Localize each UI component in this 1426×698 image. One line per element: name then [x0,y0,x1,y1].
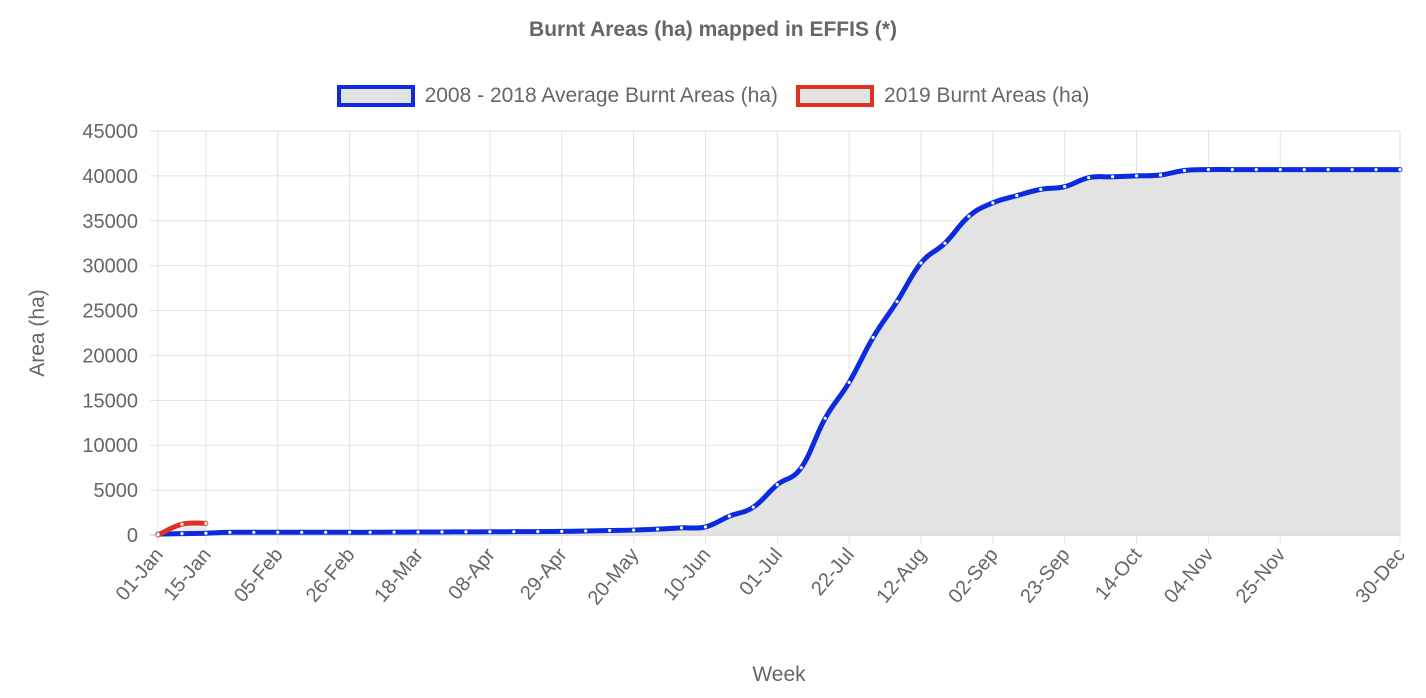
data-point[interactable] [488,530,492,534]
x-tick-label: 01-Jan [112,544,168,605]
data-point[interactable] [204,521,208,525]
data-point[interactable] [1326,168,1330,172]
data-point[interactable] [847,380,851,384]
data-point[interactable] [967,214,971,218]
x-tick-label: 05-Feb [230,544,288,607]
data-point[interactable] [679,526,684,530]
data-point[interactable] [368,530,372,534]
data-point[interactable] [276,530,280,534]
x-tick-label: 10-Jun [659,544,715,605]
data-point[interactable] [440,530,444,534]
data-point[interactable] [228,530,232,534]
data-point[interactable] [536,529,540,534]
x-tick-label: 18-Mar [370,544,428,607]
x-tick-label: 25-Nov [1232,544,1290,608]
x-axis-label: Week [752,663,806,686]
data-point[interactable] [1158,173,1163,177]
x-tick-label: 04-Nov [1160,544,1218,608]
data-point[interactable] [1134,174,1139,178]
data-point[interactable] [608,528,612,533]
data-point[interactable] [919,261,923,265]
data-point[interactable] [1254,168,1258,172]
chart-title: Burnt Areas (ha) mapped in EFFIS (*) [529,18,897,41]
data-point[interactable] [324,530,328,534]
y-tick-label: 35000 [82,211,138,233]
legend-swatch-2019 [795,85,874,107]
data-point[interactable] [416,530,420,534]
x-tick-label: 30-Dec [1352,544,1410,608]
data-point[interactable] [943,241,947,245]
y-axis-ticks: 0 5000 10000 15000 20000 25000 30000 35000 40000… [82,121,138,547]
data-point[interactable] [871,335,875,340]
series-areas [158,169,1400,535]
legend-item-average[interactable]: 2008 - 2018 Average Burnt Areas (ha) [336,84,778,108]
x-tick-label: 01-Jul [735,544,787,600]
data-point[interactable] [156,533,160,537]
x-tick-label: 20-May [584,544,644,609]
data-point[interactable] [180,532,184,536]
series-area-0 [158,169,1400,535]
data-point[interactable] [823,416,827,420]
data-point[interactable] [1278,168,1282,172]
y-tick-label: 45000 [82,121,138,143]
x-tick-label: 29-Apr [516,544,572,604]
legend-swatch-average [336,85,415,107]
data-point[interactable] [1039,187,1043,191]
data-point[interactable] [180,522,184,526]
legend-label-2019: 2019 Burnt Areas (ha) [883,84,1090,107]
data-point[interactable] [799,466,803,470]
data-point[interactable] [1374,168,1378,172]
data-point[interactable] [204,531,208,535]
data-point[interactable] [1398,168,1402,172]
data-point[interactable] [348,530,352,534]
x-tick-label: 15-Jan [160,544,216,605]
x-tick-label: 08-Apr [444,544,500,604]
data-point[interactable] [751,505,755,509]
data-point[interactable] [252,530,256,534]
data-point[interactable] [655,527,660,531]
data-point[interactable] [1206,168,1210,172]
legend-label-average: 2008 - 2018 Average Burnt Areas (ha) [424,84,778,107]
data-point[interactable] [703,525,708,529]
data-point[interactable] [560,529,564,534]
data-point[interactable] [775,483,779,487]
x-tick-label: 26-Feb [302,544,360,607]
y-tick-label: 5000 [94,480,139,502]
y-tick-label: 20000 [82,345,138,367]
y-tick-label: 0 [127,525,138,547]
data-point[interactable] [392,530,396,534]
x-tick-label: 14-Oct [1091,544,1147,604]
x-tick-label: 23-Sep [1016,544,1074,608]
data-point[interactable] [464,530,468,534]
data-point[interactable] [1110,175,1115,179]
x-tick-label: 12-Aug [873,544,931,608]
y-tick-label: 30000 [82,256,138,278]
data-point[interactable] [1063,185,1067,189]
data-point[interactable] [727,514,731,518]
data-point[interactable] [1182,168,1187,173]
y-tick-label: 15000 [82,390,138,412]
data-point[interactable] [512,530,516,534]
y-tick-label: 25000 [82,301,138,323]
data-point[interactable] [991,201,995,205]
y-tick-label: 40000 [82,166,138,188]
y-axis-label: Area (ha) [26,289,49,377]
x-tick-label: 02-Sep [944,544,1002,608]
data-point[interactable] [1015,194,1019,198]
y-tick-label: 10000 [82,435,138,457]
data-point[interactable] [1302,168,1306,172]
data-point[interactable] [584,529,588,533]
chart-legend: 2008 - 2018 Average Burnt Areas (ha) 201… [0,84,1426,108]
data-point[interactable] [1087,176,1091,180]
legend-item-2019[interactable]: 2019 Burnt Areas (ha) [795,84,1090,108]
series-points [156,168,1402,537]
x-tick-label: 22-Jul [807,544,859,600]
data-point[interactable] [300,530,304,534]
data-point[interactable] [1350,168,1354,172]
data-point[interactable] [895,299,899,304]
data-point[interactable] [1230,168,1234,172]
data-point[interactable] [631,528,636,532]
